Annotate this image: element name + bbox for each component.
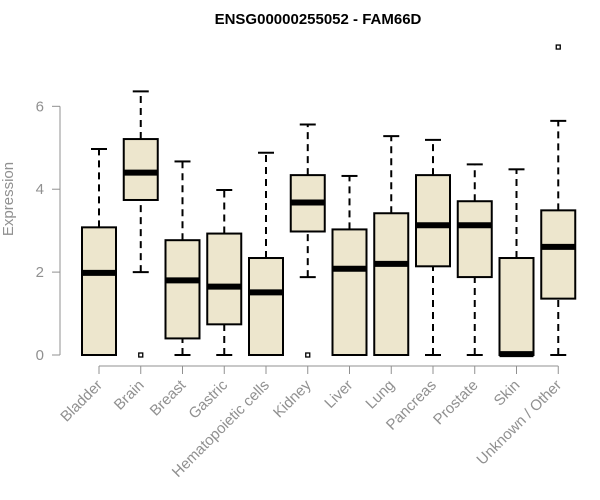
x-tick-label: Lung (362, 377, 398, 413)
box-5 (289, 123, 326, 358)
box-1 (122, 90, 159, 358)
box-0 (81, 148, 117, 356)
x-tick-label: Brain (111, 377, 148, 414)
x-tick-label: Bladder (57, 377, 106, 426)
outlier-point (555, 44, 561, 50)
x-tick-label: Liver (321, 377, 356, 412)
x-tick-label: Breast (147, 376, 190, 419)
outlier-point (305, 352, 311, 358)
x-tick-label: Kidney (270, 376, 315, 421)
boxes-group (81, 44, 577, 358)
x-tick-label: Skin (491, 377, 524, 410)
box-3 (206, 189, 243, 356)
box-9 (456, 163, 493, 356)
y-tick-label: 4 (36, 181, 44, 198)
y-axis-label: Expression (0, 162, 17, 236)
box-iqr (331, 228, 368, 356)
box-iqr (540, 209, 577, 300)
box-6 (331, 174, 368, 356)
box-2 (164, 160, 201, 356)
box-iqr (122, 138, 159, 201)
box-4 (248, 151, 284, 356)
box-7 (373, 135, 410, 356)
box-10 (498, 168, 535, 358)
y-axis: 0 2 4 6 (36, 98, 61, 364)
y-tick-label: 6 (36, 98, 44, 115)
box-iqr (456, 200, 493, 279)
chart-title: ENSG00000255052 - FAM66D (215, 11, 422, 28)
box-iqr (164, 239, 201, 340)
box-iqr (81, 226, 117, 356)
box-iqr (415, 174, 451, 268)
box-8 (415, 138, 451, 356)
x-tick-label: Prostate (430, 377, 482, 429)
box-iqr (248, 257, 284, 356)
y-tick-label: 2 (36, 264, 44, 281)
box-11 (540, 44, 577, 356)
box-iqr (498, 257, 535, 356)
box-iqr (206, 232, 243, 326)
box-iqr (373, 212, 410, 356)
y-tick-label: 0 (36, 347, 44, 364)
outlier-point (138, 352, 144, 358)
